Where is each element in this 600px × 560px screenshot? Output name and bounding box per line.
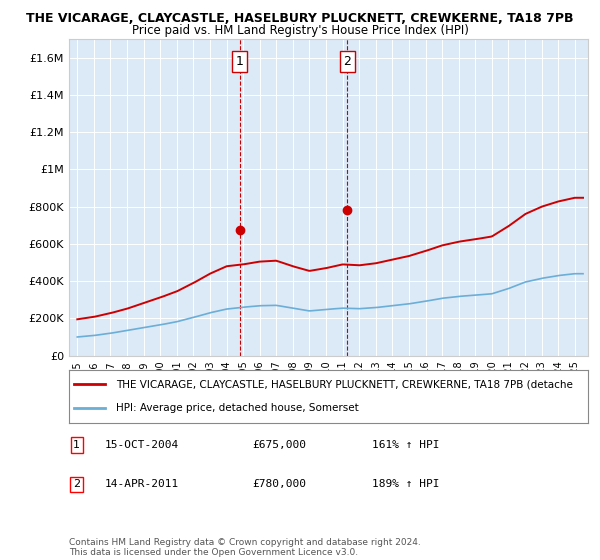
Text: 161% ↑ HPI: 161% ↑ HPI <box>372 440 439 450</box>
Text: Contains HM Land Registry data © Crown copyright and database right 2024.
This d: Contains HM Land Registry data © Crown c… <box>69 538 421 557</box>
Text: 1: 1 <box>73 440 80 450</box>
Text: £780,000: £780,000 <box>252 479 306 489</box>
Text: 2: 2 <box>73 479 80 489</box>
Text: HPI: Average price, detached house, Somerset: HPI: Average price, detached house, Some… <box>116 403 358 413</box>
Text: £675,000: £675,000 <box>252 440 306 450</box>
Text: THE VICARAGE, CLAYCASTLE, HASELBURY PLUCKNETT, CREWKERNE, TA18 7PB: THE VICARAGE, CLAYCASTLE, HASELBURY PLUC… <box>26 12 574 25</box>
Text: 2: 2 <box>343 55 351 68</box>
Text: 15-OCT-2004: 15-OCT-2004 <box>105 440 179 450</box>
Text: 14-APR-2011: 14-APR-2011 <box>105 479 179 489</box>
Text: 189% ↑ HPI: 189% ↑ HPI <box>372 479 439 489</box>
Text: THE VICARAGE, CLAYCASTLE, HASELBURY PLUCKNETT, CREWKERNE, TA18 7PB (detache: THE VICARAGE, CLAYCASTLE, HASELBURY PLUC… <box>116 380 572 390</box>
Text: 1: 1 <box>236 55 244 68</box>
Text: Price paid vs. HM Land Registry's House Price Index (HPI): Price paid vs. HM Land Registry's House … <box>131 24 469 36</box>
